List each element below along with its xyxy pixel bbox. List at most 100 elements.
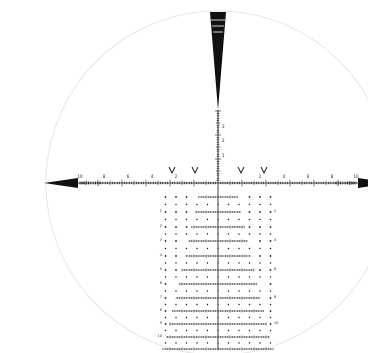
wind-dot [164,342,167,344]
row-label-5: 5 [160,267,162,271]
wind-dot [227,303,230,306]
row-label-9: 9 [160,321,162,325]
wind-dot [248,196,251,198]
wind-dot [227,316,230,319]
wind-dot [269,262,272,264]
wind-dot [196,203,198,206]
right-label-4: 4 [274,238,277,242]
wind-dot [269,203,272,206]
h-label-right-6: 6 [307,174,310,179]
wind-dot [164,211,167,213]
wind-dot [238,316,240,319]
wind-dot [259,269,261,271]
wind-dot [206,247,209,250]
wind-dot [259,240,261,242]
wind-dot [217,276,219,278]
wind-dot [206,233,209,235]
wind-dot [269,218,272,221]
h-label-right-4: 4 [283,174,286,179]
wind-dot [259,290,261,292]
wind-dot [217,203,219,206]
wind-dot [196,290,198,292]
wind-dot [217,218,219,221]
top-post [210,12,226,110]
right-label-8: 8 [274,295,276,299]
row-label-3: 3 [160,238,162,242]
wind-dot [175,196,177,198]
h-label-left-10: 10 [77,174,83,179]
wind-dot [164,297,167,299]
wind-dot [175,269,177,271]
wind-dot [217,247,219,250]
wind-dot [227,247,230,250]
wind-dot [217,329,219,332]
wind-dot [227,276,230,278]
wind-dot [238,247,240,250]
wind-dot [196,247,198,250]
wind-dot [164,269,167,271]
wind-dot [259,247,261,250]
wind-dot [196,316,198,319]
wind-dot [164,323,167,325]
wind-dot [248,303,251,306]
wind-dot [269,240,272,242]
wind-dot [269,276,272,278]
row-label-8: 8 [160,308,162,312]
wind-dot [259,255,261,257]
wind-dot [269,297,272,299]
wind-dot [185,196,188,198]
wind-dot [259,233,261,235]
wind-dot [248,233,251,235]
wind-dot [196,276,198,278]
h-label-left-6: 6 [127,174,130,179]
row-label-6: 6 [160,281,162,285]
wind-dot [269,310,272,312]
right-label-2: 2 [274,209,276,213]
wind-dot [238,262,240,264]
wind-dot [269,233,272,235]
wind-dot [206,262,209,264]
wind-dot [248,290,251,292]
wind-dot [164,196,167,198]
wind-dot [185,329,188,332]
wind-dot [248,226,251,228]
wind-dot [217,316,219,319]
wind-dot [259,329,261,332]
holdover-left-labels: 1 2 3 4 5 6 7 8 9 10 [158,209,163,338]
wind-dot [259,316,261,319]
wind-chevrons [168,166,268,175]
wind-dot [248,203,251,206]
wind-dot [185,276,188,278]
v-label-3: 3 [222,124,225,129]
wind-dot [269,290,272,292]
right-post [358,178,368,188]
wind-dot [164,310,167,312]
wind-dot [175,218,177,221]
wind-dot [238,303,240,306]
wind-dot [248,316,251,319]
wind-dot [206,276,209,278]
h-label-right-10: 10 [353,174,359,179]
v-label-1: 1 [222,153,225,158]
wind-dot [269,247,272,250]
right-label-6: 6 [274,267,276,271]
wind-dot [248,342,251,344]
h-label-left-8: 8 [103,174,106,179]
wind-dot [248,211,251,213]
wind-dot [196,233,198,235]
wind-dot [164,329,167,332]
wind-dot [217,303,219,306]
wind-dot [164,262,167,264]
wind-dot [238,329,240,332]
wind-dot [238,203,240,206]
wind-dot [248,247,251,250]
chevron-right-outer [260,166,268,175]
wind-dot [175,247,177,250]
wind-dot [175,226,177,228]
wind-dot [248,276,251,278]
wind-dot [259,218,261,221]
wind-dot [185,290,188,292]
horizontal-labels: 10 8 6 4 2 2 4 6 8 10 [77,174,359,179]
wind-dot [185,262,188,264]
wind-dot [185,211,188,213]
